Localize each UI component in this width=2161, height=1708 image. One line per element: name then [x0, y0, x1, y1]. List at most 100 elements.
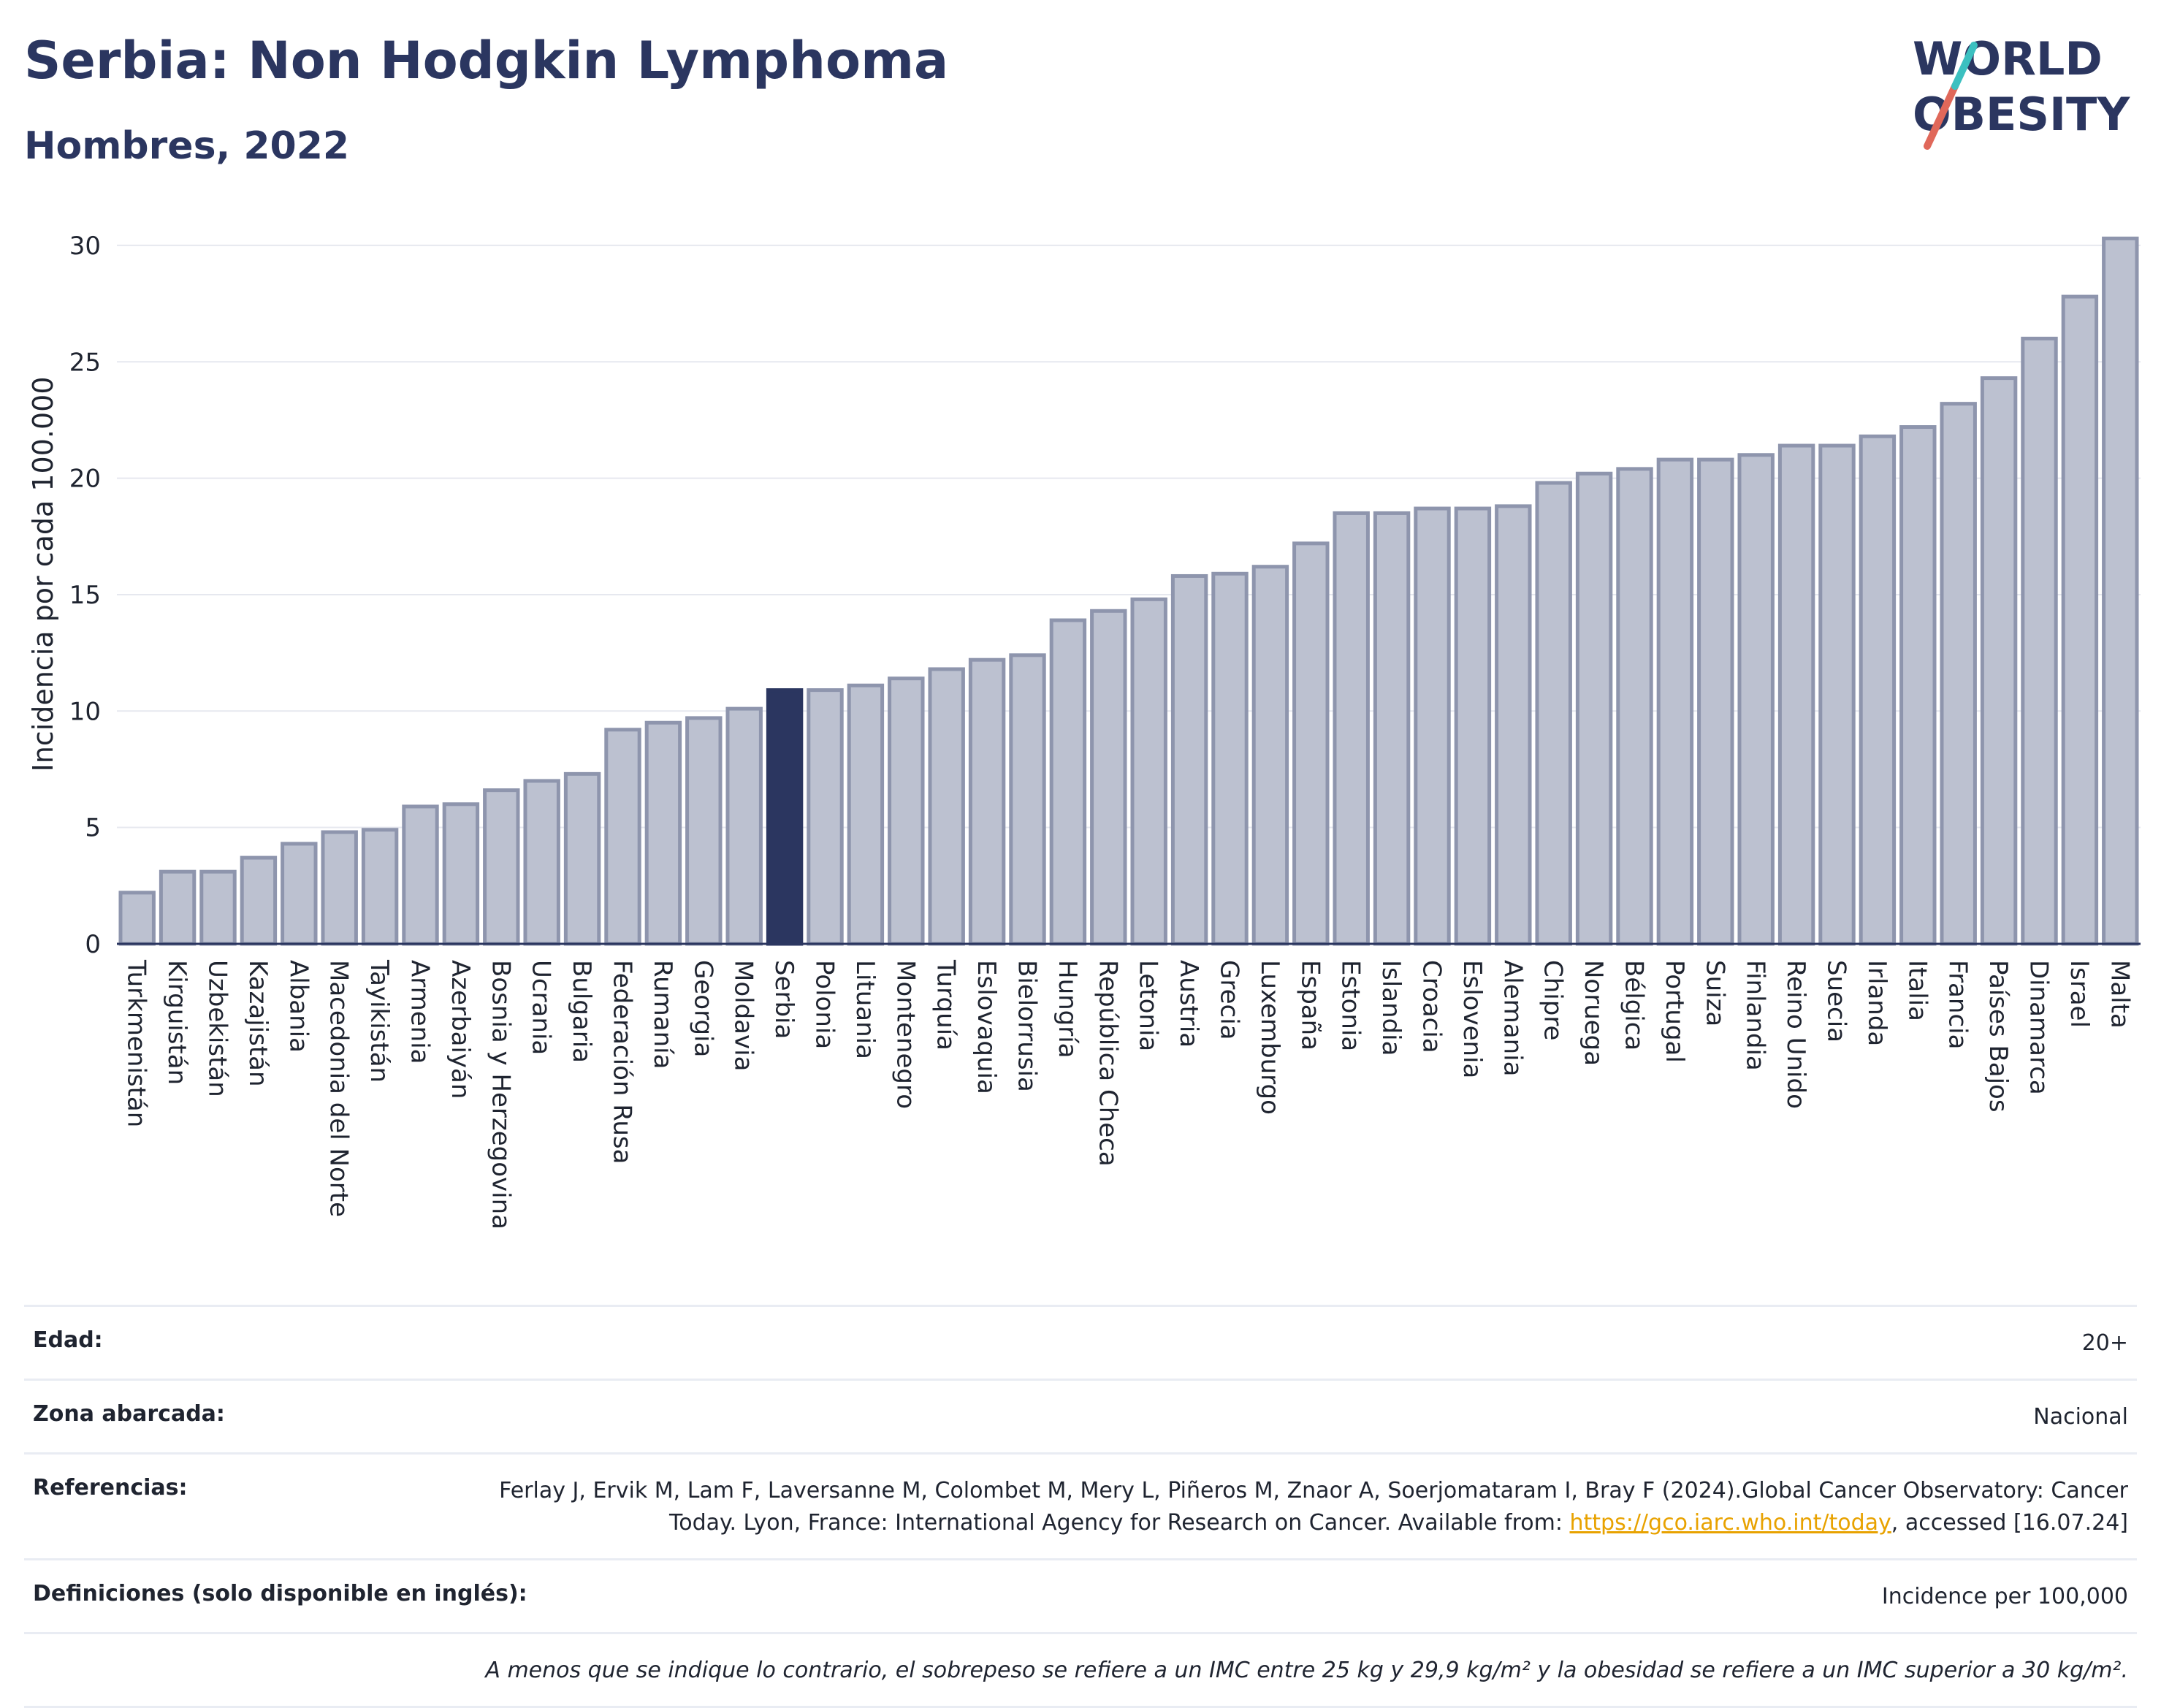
bar-eslovenia	[1454, 506, 1492, 946]
logo-slash-coral	[1924, 83, 1959, 150]
bar-croacia	[1414, 506, 1451, 946]
x-tick-label: Turquía	[931, 959, 961, 1051]
x-tick-label: Azerbaiyán	[446, 960, 475, 1099]
bar-georgia	[685, 716, 723, 946]
x-tick-label: Uzbekistán	[203, 960, 232, 1097]
x-tick-label: Grecia	[1215, 960, 1244, 1040]
x-tick-label: España	[1295, 960, 1325, 1051]
x-tick-label: Irlanda	[1862, 960, 1891, 1046]
x-tick-label: Bulgaria	[567, 960, 596, 1063]
y-axis-label: Incidencia por cada 100.000	[27, 376, 59, 771]
bar-azerbaiyán	[442, 802, 480, 946]
x-tick-label: Suiza	[1700, 960, 1729, 1026]
bar-uzbekistán	[199, 869, 237, 946]
x-tick-label: Italia	[1902, 960, 1932, 1021]
x-tick-label: Croacia	[1417, 960, 1447, 1053]
bar-kazajistán	[240, 855, 278, 946]
bar-eslovaquia	[968, 657, 1006, 946]
x-tick-label: Tayikistán	[365, 959, 394, 1083]
x-tick-label: Serbia	[769, 960, 799, 1039]
bar-montenegro	[888, 676, 925, 946]
x-tick-label: Turkmenistán	[122, 959, 151, 1127]
x-tick-label: Letonia	[1134, 960, 1163, 1051]
x-tick-label: Armenia	[405, 960, 435, 1064]
x-tick-label: Hungría	[1053, 960, 1082, 1059]
y-tick-label: 10	[69, 697, 101, 726]
y-tick-label: 25	[69, 348, 101, 377]
chart-title: Serbia: Non Hodgkin Lymphoma	[24, 31, 949, 91]
references-link[interactable]: https://gco.iarc.who.int/today	[1569, 1510, 1891, 1536]
x-tick-label: Georgia	[688, 960, 717, 1057]
x-tick-label: Polonia	[810, 960, 839, 1049]
x-tick-label: Kazajistán	[243, 960, 272, 1087]
bar-noruega	[1575, 471, 1613, 946]
bar-francia	[1940, 402, 1977, 946]
bar-ucrania	[523, 779, 560, 946]
x-tick-label: Suecia	[1822, 960, 1851, 1042]
x-tick-label: Montenegro	[891, 960, 920, 1109]
bar-malta	[2102, 236, 2139, 946]
bar-moldavia	[725, 706, 763, 946]
x-tick-label: Ucrania	[527, 960, 556, 1055]
x-tick-label: Luxemburgo	[1255, 960, 1284, 1115]
bar-dinamarca	[2021, 336, 2058, 946]
y-tick-label: 5	[85, 814, 101, 843]
x-tick-label: Lituania	[850, 960, 880, 1059]
info-row-definitions: Definiciones (solo disponible en inglés)…	[24, 1558, 2137, 1632]
x-tick-label: Bélgica	[1620, 960, 1649, 1051]
bar-suiza	[1697, 457, 1734, 946]
bar-países-bajos	[1980, 376, 2018, 946]
references-label: Referencias:	[33, 1475, 188, 1501]
logo-slash-teal	[1951, 42, 1978, 90]
info-row-footnote: A menos que se indique lo contrario, el …	[24, 1632, 2137, 1708]
x-tick-label: Eslovenia	[1457, 960, 1487, 1078]
x-tick-label: Estonia	[1336, 960, 1365, 1051]
bar-república-checa	[1090, 609, 1127, 946]
bar-turkmenistán	[118, 891, 156, 946]
bar-finlandia	[1737, 453, 1775, 946]
x-tick-label: Malta	[2105, 960, 2134, 1029]
x-tick-labels: Turkmenistán Kirguistán Uzbekistán Kazajist…	[122, 959, 2135, 1229]
footnote-text: A menos que se indique lo contrario, el …	[485, 1658, 2128, 1683]
bar-portugal	[1656, 457, 1694, 946]
x-tick-label: Islandia	[1376, 960, 1406, 1056]
x-tick-label: Moldavia	[729, 960, 758, 1071]
bar-hungría	[1049, 618, 1087, 946]
bar-irlanda	[1859, 434, 1897, 946]
x-tick-label: Albania	[283, 960, 313, 1053]
bar-rumanía	[644, 720, 682, 946]
y-tick-label: 15	[69, 581, 101, 610]
bar-bosnia-y-herzegovina	[483, 788, 520, 946]
y-tick-labels: 0 5 10 15 20 25 30	[69, 232, 101, 959]
bar-luxemburgo	[1251, 565, 1289, 946]
x-tick-label: Bosnia y Herzegovina	[486, 960, 515, 1229]
y-tick-label: 20	[69, 465, 101, 494]
info-row-references: Referencias: Ferlay J, Ervik M, Lam F, L…	[24, 1452, 2137, 1558]
bar-letonia	[1130, 597, 1167, 946]
bar-tayikistán	[361, 828, 399, 946]
y-tick-label: 0	[85, 930, 101, 959]
bar-armenia	[402, 804, 439, 946]
x-tick-label: Eslovaquia	[972, 960, 1001, 1094]
bar-suecia	[1818, 443, 1856, 946]
bar-italia	[1899, 425, 1937, 946]
zone-label: Zona abarcada:	[33, 1401, 225, 1427]
definitions-label: Definiciones (solo disponible en inglés)…	[33, 1581, 527, 1606]
references-text: Ferlay J, Ervik M, Lam F, Laversanne M, …	[499, 1478, 2128, 1536]
bar-grecia	[1211, 571, 1249, 946]
bar-israel	[2061, 294, 2099, 946]
info-row-zone: Zona abarcada: Nacional	[24, 1379, 2137, 1452]
x-tick-label: Alemania	[1498, 960, 1527, 1076]
bar-lituania	[847, 683, 885, 946]
x-tick-label: Países Bajos	[1983, 960, 2013, 1113]
age-label: Edad:	[33, 1327, 103, 1353]
x-tick-label: Reino Unido	[1781, 960, 1810, 1109]
bar-bulgaria	[563, 771, 601, 946]
info-table: Edad: 20+ Zona abarcada: Nacional Refere…	[24, 1305, 2137, 1708]
bar-reino-unido	[1777, 443, 1815, 946]
bar-chart: 0 5 10 15 20 25 30 Turkmenistán Kirguistán Uzbek…	[27, 232, 2141, 1229]
bar-islandia	[1373, 511, 1411, 946]
x-tick-label: Austria	[1174, 960, 1203, 1048]
x-tick-label: Rumanía	[648, 960, 677, 1069]
bar-polonia	[807, 688, 844, 946]
